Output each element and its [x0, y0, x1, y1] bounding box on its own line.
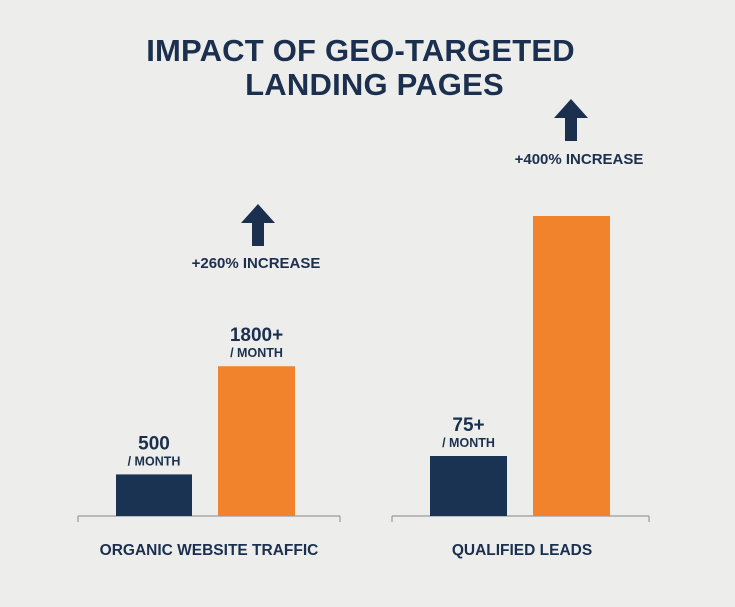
chart-title-line-1: IMPACT OF GEO-TARGETED — [146, 33, 575, 68]
bar-after — [218, 366, 295, 516]
category-label: ORGANIC WEBSITE TRAFFIC — [100, 542, 319, 559]
data-label-before: 75+ — [452, 415, 484, 436]
bar-before — [430, 456, 507, 516]
data-label-before: 500 — [138, 433, 170, 454]
chart-title: IMPACT OF GEO-TARGETED LANDING PAGES — [0, 34, 735, 102]
data-label-after: 1800+ — [230, 325, 283, 346]
data-label-after-unit: / MONTH — [230, 346, 283, 360]
data-label-before-unit: / MONTH — [442, 436, 495, 450]
increase-label: +400% INCREASE — [515, 151, 644, 168]
category-label: QUALIFIED LEADS — [452, 542, 592, 559]
chart-title-line-2: LANDING PAGES — [245, 67, 504, 102]
increase-label: +260% INCREASE — [192, 255, 321, 272]
bar-before — [116, 474, 192, 516]
data-label-before-unit: / MONTH — [128, 454, 181, 468]
bar-after — [533, 216, 610, 516]
arrow-up-icon — [554, 99, 588, 141]
arrow-up-icon — [241, 204, 275, 246]
